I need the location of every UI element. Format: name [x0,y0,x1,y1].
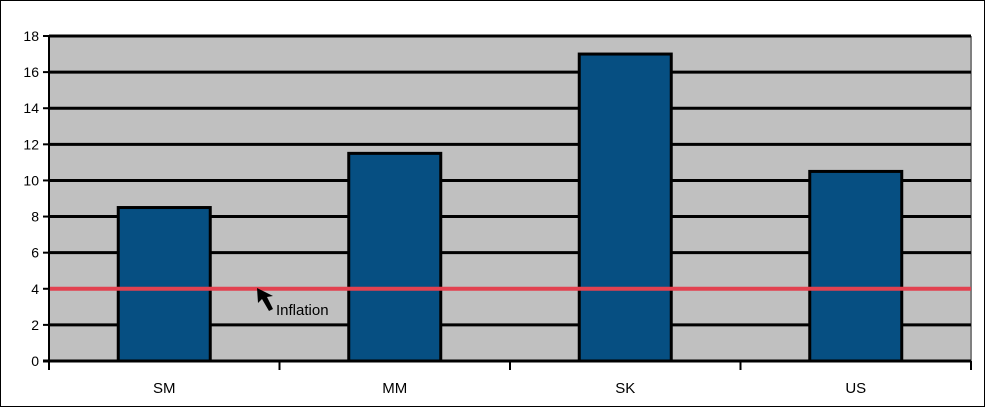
x-category-label: MM [382,380,407,397]
y-tick-label: 14 [23,100,39,116]
axes [43,35,972,370]
y-tick-label: 18 [23,28,39,44]
x-category-label: SK [615,380,635,397]
x-category-label: US [845,380,866,397]
y-tick-label: 4 [31,281,39,297]
bar-mm [347,151,443,363]
inflation-reference: Inflation [49,286,971,319]
labels: 0 2 4 6 8 10 12 14 16 18 SM MM SK US [23,28,866,397]
y-tick-label: 16 [23,64,39,80]
y-tick-label: 0 [31,353,39,369]
bar-us [808,169,904,363]
y-tick-label: 10 [23,172,39,188]
y-tick-label: 12 [23,136,39,152]
y-tick-label: 6 [31,245,39,261]
inflation-annotation: Inflation [276,302,329,319]
bar-sm [116,206,212,363]
bars [116,52,904,363]
x-category-label: SM [153,380,176,397]
y-tick-label: 2 [31,317,39,333]
bar-sk [577,52,673,363]
arrow-pointer-icon [257,288,273,311]
y-tick-label: 8 [31,209,39,225]
